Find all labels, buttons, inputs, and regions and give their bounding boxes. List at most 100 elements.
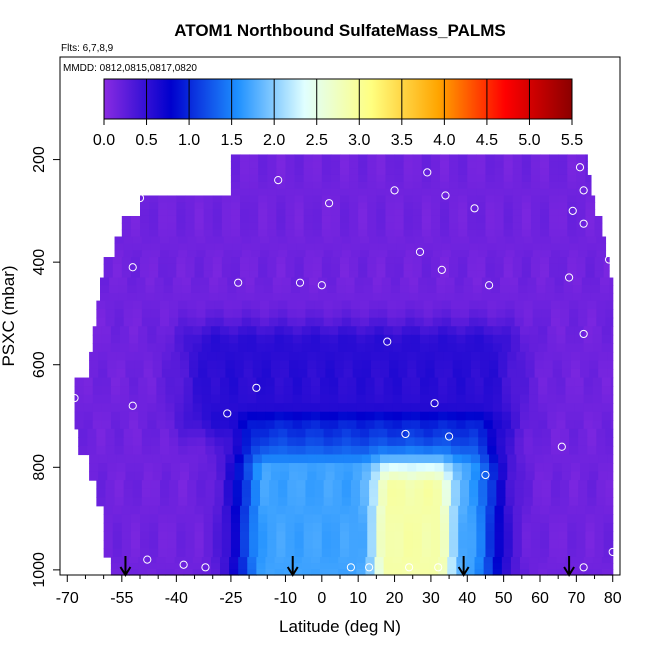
heatmap-cell bbox=[141, 236, 152, 244]
heatmap-cell bbox=[394, 202, 405, 210]
heatmap-cell bbox=[576, 168, 587, 176]
heatmap-cell bbox=[578, 243, 588, 251]
heatmap-cell bbox=[387, 300, 397, 310]
heatmap-cell bbox=[83, 403, 94, 413]
heatmap-cell bbox=[341, 309, 352, 319]
heatmap-cell bbox=[356, 403, 367, 413]
heatmap-cell bbox=[350, 236, 361, 244]
heatmap-cell bbox=[367, 531, 377, 541]
heatmap-cell bbox=[136, 285, 147, 294]
heatmap-cell bbox=[229, 557, 239, 564]
heatmap-cell bbox=[287, 243, 297, 251]
heatmap-cell bbox=[227, 285, 237, 294]
heatmap-cell bbox=[585, 263, 596, 272]
heatmap-cell bbox=[283, 411, 294, 421]
heatmap-cell bbox=[169, 488, 179, 498]
heatmap-cell bbox=[132, 243, 143, 251]
heatmap-cell bbox=[552, 463, 563, 473]
heatmap-cell bbox=[547, 569, 557, 576]
heatmap-cell bbox=[98, 368, 108, 379]
heatmap-cell bbox=[296, 480, 307, 490]
heatmap-cell bbox=[456, 420, 467, 430]
heatmap-cell bbox=[376, 195, 387, 203]
heatmap-cell bbox=[603, 531, 614, 541]
heatmap-cell bbox=[565, 394, 576, 404]
heatmap-cell bbox=[383, 394, 394, 404]
heatmap-cell bbox=[585, 270, 596, 279]
heatmap-cell bbox=[320, 557, 330, 564]
heatmap-cell bbox=[410, 569, 421, 576]
heatmap-cell bbox=[267, 188, 277, 197]
heatmap-cell bbox=[585, 229, 596, 238]
heatmap-cell bbox=[301, 343, 312, 353]
heatmap-cell bbox=[487, 250, 497, 258]
heatmap-cell bbox=[432, 488, 443, 498]
heatmap-cell bbox=[492, 394, 503, 404]
heatmap-cell bbox=[474, 557, 485, 564]
heatmap-cell bbox=[467, 548, 477, 558]
heatmap-cell bbox=[140, 229, 150, 238]
heatmap-cell bbox=[561, 368, 572, 379]
heatmap-cell bbox=[130, 514, 141, 524]
heatmap-cell bbox=[421, 257, 432, 265]
heatmap-cell bbox=[147, 403, 157, 413]
heatmap-cell bbox=[183, 386, 194, 396]
heatmap-cell bbox=[583, 386, 594, 396]
heatmap-cell bbox=[318, 292, 328, 302]
heatmap-cell bbox=[550, 236, 561, 244]
heatmap-cell bbox=[303, 181, 314, 190]
heatmap-cell bbox=[247, 386, 257, 396]
heatmap-cell bbox=[110, 334, 121, 344]
heatmap-cell bbox=[149, 209, 159, 217]
heatmap-cell bbox=[340, 181, 350, 190]
heatmap-cell bbox=[570, 463, 581, 473]
heatmap-cell bbox=[549, 531, 559, 541]
heatmap-cell bbox=[430, 229, 441, 238]
heatmap-cell bbox=[243, 454, 254, 464]
heatmap-cell bbox=[512, 195, 523, 203]
heatmap-cell bbox=[529, 420, 539, 430]
heatmap-cell bbox=[174, 334, 185, 344]
heatmap-cell bbox=[449, 514, 459, 524]
heatmap-cell bbox=[514, 250, 525, 258]
heatmap-cell bbox=[147, 394, 157, 404]
heatmap-cell bbox=[369, 445, 379, 456]
heatmap-cell bbox=[147, 411, 157, 421]
heatmap-cell bbox=[485, 514, 496, 524]
heatmap-cell bbox=[458, 195, 468, 203]
heatmap-cell bbox=[430, 539, 441, 550]
heatmap-cell bbox=[505, 309, 516, 319]
heatmap-cell bbox=[458, 505, 468, 515]
heatmap-cell bbox=[214, 480, 225, 490]
heatmap-cell bbox=[569, 300, 579, 310]
heatmap-cell bbox=[316, 360, 327, 370]
heatmap-cell bbox=[369, 428, 379, 438]
heatmap-cell bbox=[249, 209, 259, 217]
heatmap-cell bbox=[149, 222, 159, 231]
heatmap-cell bbox=[323, 300, 334, 310]
heatmap-cell bbox=[340, 202, 350, 210]
heatmap-cell bbox=[265, 343, 276, 353]
heatmap-cell bbox=[549, 174, 559, 183]
heatmap-cell bbox=[538, 569, 548, 576]
heatmap-cell bbox=[549, 195, 559, 203]
heatmap-cell bbox=[241, 480, 252, 490]
heatmap-cell bbox=[385, 195, 396, 203]
heatmap-cell bbox=[560, 488, 570, 498]
heatmap-cell bbox=[183, 394, 194, 404]
heatmap-cell bbox=[129, 343, 139, 353]
heatmap-cell bbox=[274, 411, 285, 421]
heatmap-cell bbox=[214, 445, 225, 456]
heatmap-cell bbox=[478, 497, 488, 507]
heatmap-cell bbox=[332, 428, 343, 438]
heatmap-cell bbox=[292, 557, 303, 564]
heatmap-cell bbox=[398, 463, 408, 473]
heatmap-cell bbox=[543, 454, 554, 464]
heatmap-cell bbox=[521, 181, 532, 190]
heatmap-cell bbox=[387, 437, 397, 447]
heatmap-cell bbox=[583, 420, 594, 430]
heatmap-cell bbox=[401, 377, 412, 387]
heatmap-cell bbox=[307, 360, 317, 370]
heatmap-cell bbox=[212, 531, 223, 541]
heatmap-cell bbox=[474, 394, 485, 404]
